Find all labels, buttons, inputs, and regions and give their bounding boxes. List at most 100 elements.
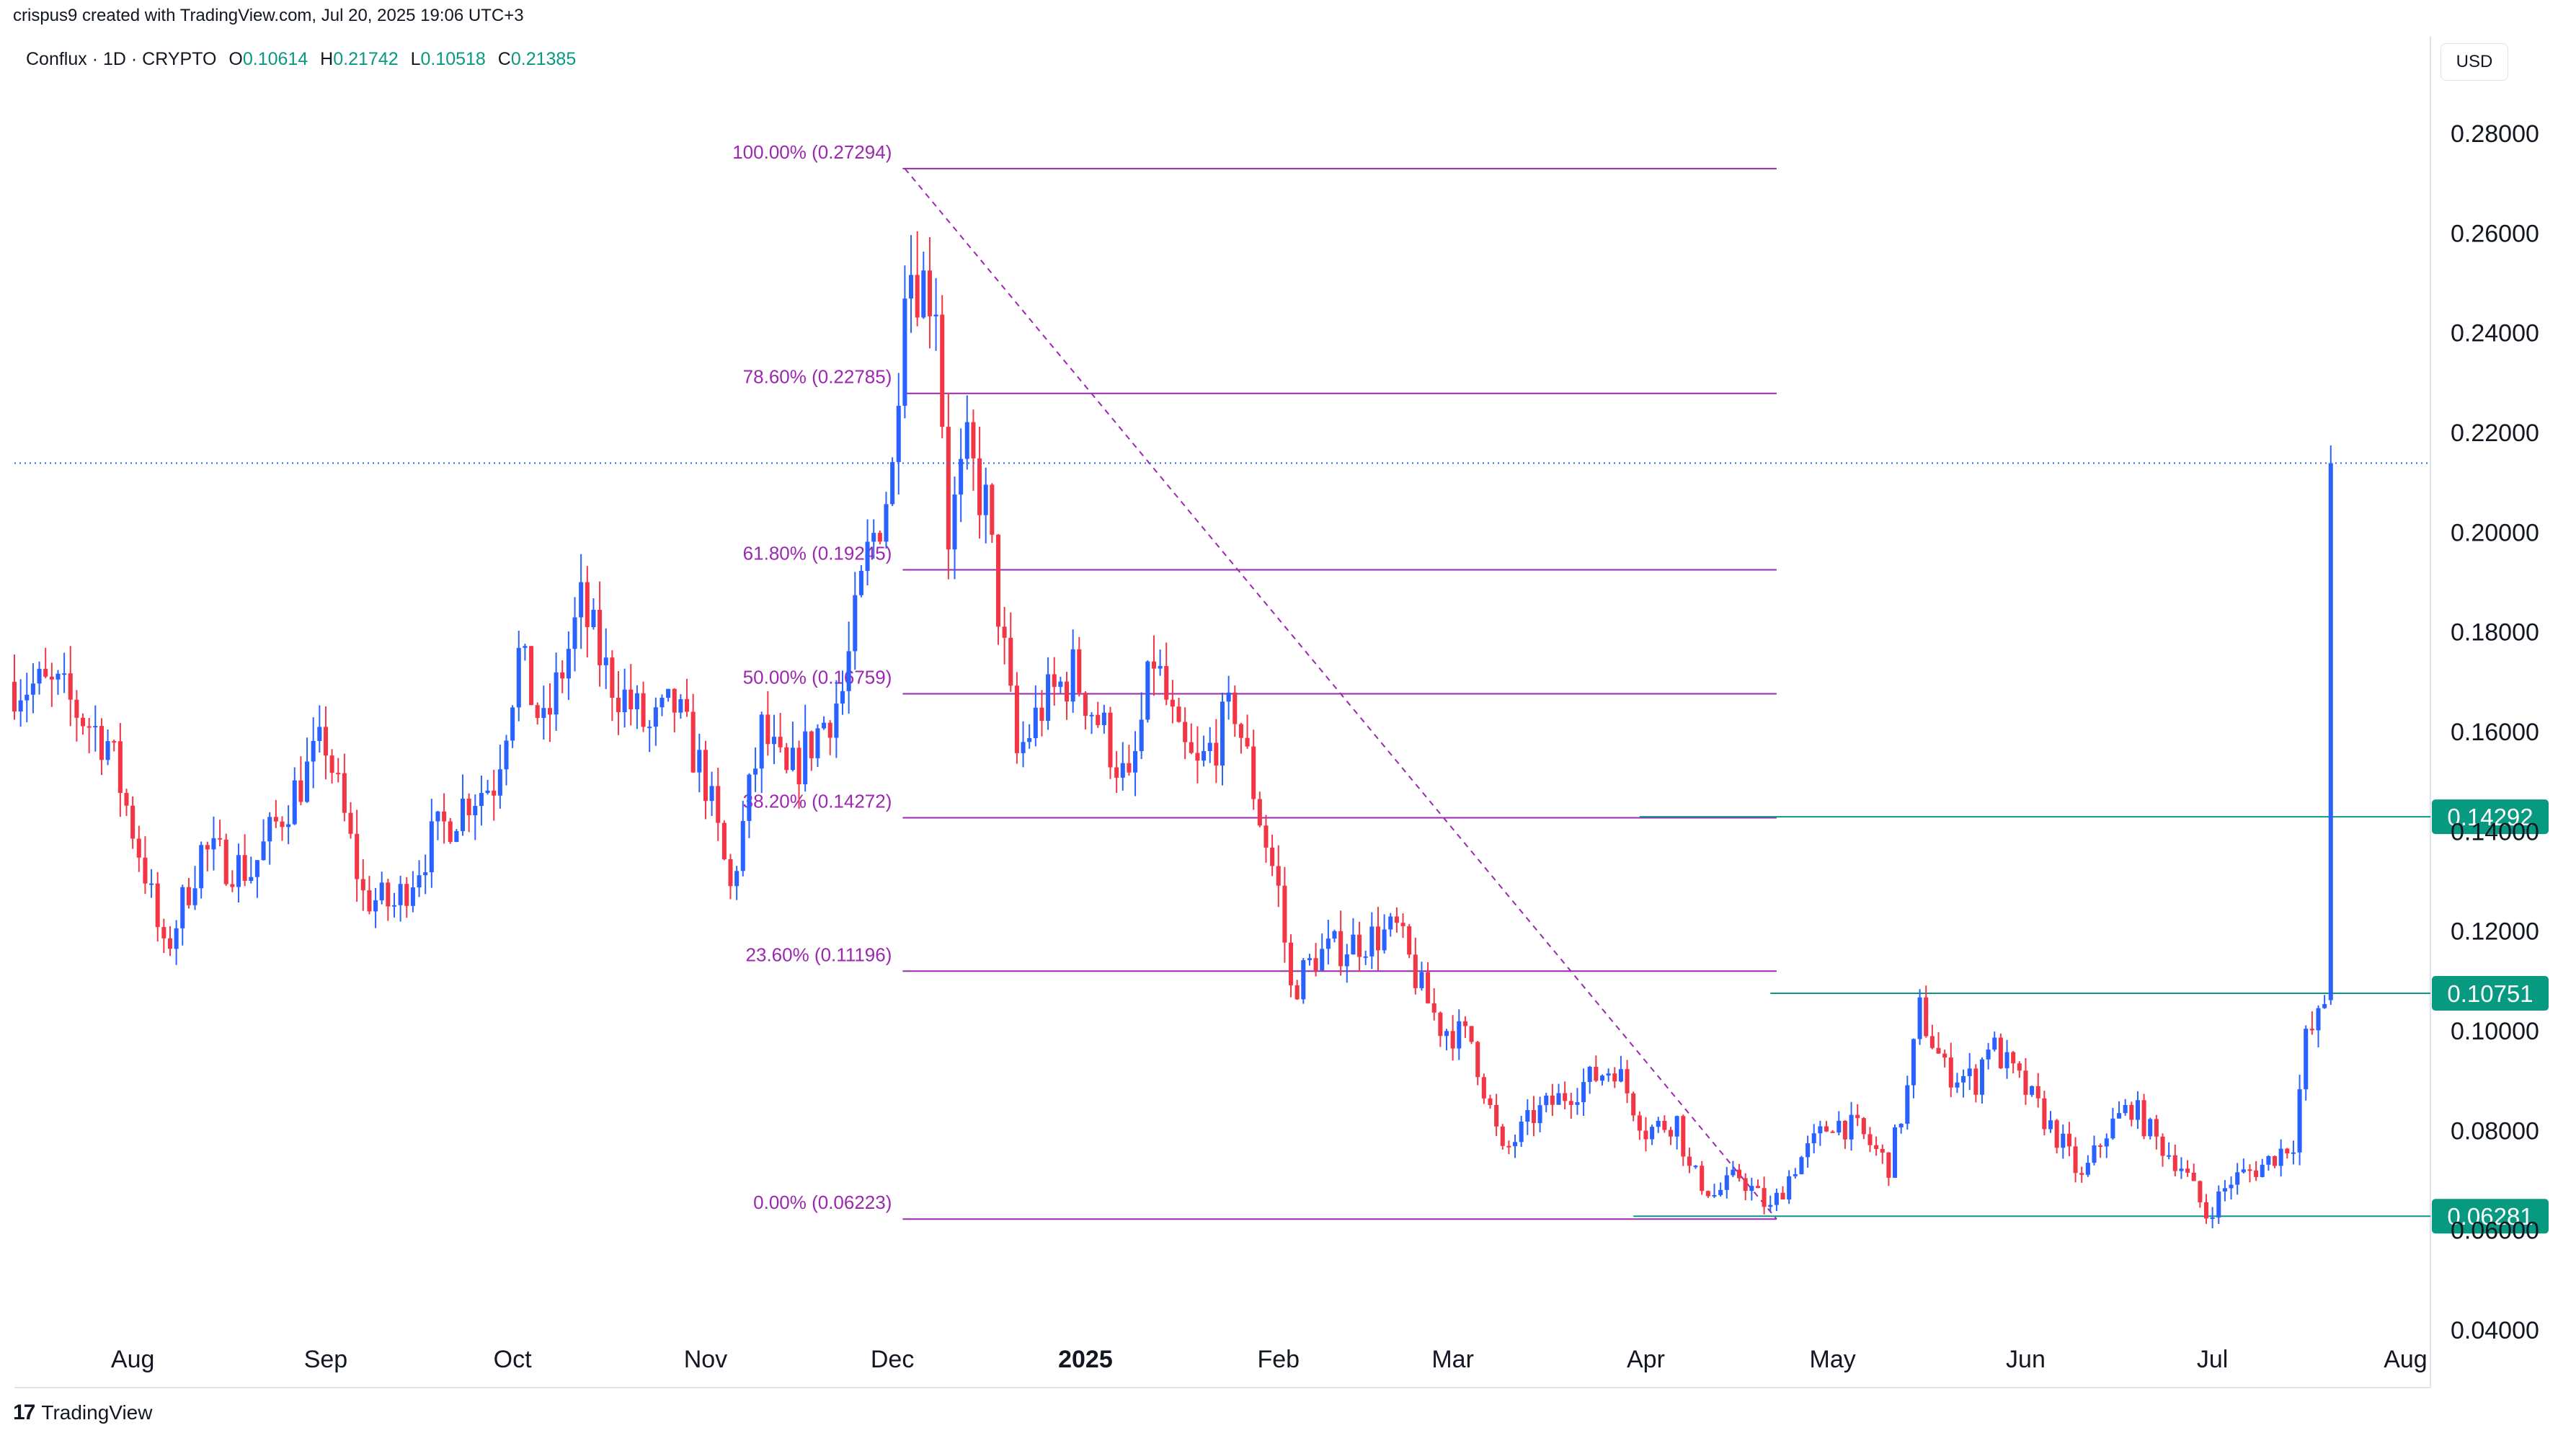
candle-body [1513,1142,1518,1147]
candle-body [2291,1152,2296,1154]
candle-body [2179,1168,2184,1171]
fibonacci-retracement[interactable]: 100.00% (0.27294)78.60% (0.22785)61.80% … [732,141,1777,1220]
candle-body [2297,1089,2302,1153]
candle-body [2254,1170,2259,1177]
candle-body [1893,1127,1898,1178]
candle-body [2198,1181,2203,1202]
candle-body [93,726,98,728]
candle-body [143,857,148,884]
candle-body [192,888,197,905]
candle-body [603,657,608,665]
candle-body [1556,1093,1561,1105]
candle-body [1114,767,1119,778]
candle-body [2054,1120,2059,1148]
candle-body [398,884,403,905]
symbol-name[interactable]: Conflux · 1D · CRYPTO [26,49,217,69]
candle-body [136,838,141,858]
candle-body [1849,1114,1854,1140]
candle-body [286,824,291,828]
candle-body [659,698,665,708]
candle-body [1762,1188,1767,1207]
candle-body [585,582,590,628]
candle-body [1712,1194,1717,1197]
candle-body [2085,1163,2090,1175]
candle-body [2316,1008,2321,1031]
candle-body [709,786,714,802]
candle-body [1233,692,1238,724]
tradingview-brand[interactable]: 17 TradingView [13,1401,152,1425]
candle-body [1444,1031,1449,1037]
candle-body [1289,942,1294,985]
currency-button[interactable]: USD [2440,43,2508,81]
candle-body [2322,1003,2327,1008]
candle-body [554,672,559,715]
fib-trendline[interactable] [904,168,1777,1220]
candle-body [1400,923,1405,926]
candle-body [1967,1068,1972,1076]
price-level-badge[interactable] [2432,799,2549,835]
candle-body [1606,1073,1611,1076]
candle-body [1151,661,1156,669]
candle-body [753,768,758,775]
candle-body [2079,1173,2084,1175]
price-level-badge[interactable] [2432,976,2549,1011]
candle-body [391,905,397,907]
time-tick-label: Dec [871,1346,914,1373]
candle-body [784,747,789,771]
candle-body [1257,799,1262,826]
candle-body [1961,1075,1966,1083]
candle-body [610,657,615,698]
candle-body [1992,1037,1997,1050]
horizontal-levels[interactable]: 0.14292 0.10751 0.06281 [1633,799,2549,1234]
candle-body [541,708,546,718]
candle-body [2098,1145,2103,1148]
candle-body [1550,1095,1555,1105]
candle-body [1164,665,1169,700]
price-level-badge[interactable] [2432,1199,2549,1234]
candle-body [740,820,745,871]
price-level-badge-text: 0.10751 [2447,980,2533,1007]
candle-body [1525,1110,1530,1122]
candle-body [2185,1168,2190,1173]
candle-body [1189,742,1194,753]
candle-body [1724,1175,1729,1190]
price-axis[interactable]: 0.28000 0.26000 0.24000 0.22000 0.20000 0.180… [2451,120,2539,1344]
candle-body [697,750,702,773]
candle-body [2048,1120,2053,1130]
candle-body [977,458,982,515]
candle-body [1581,1082,1586,1103]
candle-body [1830,1131,1835,1133]
candle-body [273,817,278,822]
candle-body [566,649,571,679]
candle-body [2042,1098,2047,1130]
candle-body [1494,1104,1499,1127]
candle-body [1998,1037,2003,1068]
candles [12,231,2333,1229]
candle-body [902,298,907,406]
candle-body [504,740,509,770]
candle-body [1089,714,1094,716]
candle-body [199,845,204,889]
candle-body [523,646,528,648]
candle-body [1731,1169,1736,1176]
candle-body [1014,686,1019,753]
candle-body [2222,1188,2227,1192]
candle-body [990,484,995,535]
price-tick-label: 0.04000 [2451,1317,2539,1344]
candle-body [1469,1026,1474,1042]
candle-body [1058,681,1063,687]
price-tick-label: 0.12000 [2451,918,2539,946]
candle-body [12,681,17,711]
candle-body [117,741,123,794]
candle-body [1301,960,1306,1000]
candle-body [1755,1186,1760,1189]
candle-body [685,698,690,712]
candle-body [1263,825,1269,848]
candle-body [1687,1156,1692,1166]
candle-body [43,668,48,677]
time-axis[interactable]: Aug Sep Oct Nov Dec 2025 Feb Mar Apr May Jun Jul Aug [111,1346,2428,1373]
candle-body [2285,1148,2290,1154]
candle-body [68,673,73,700]
time-tick-label: May [1810,1346,1856,1373]
